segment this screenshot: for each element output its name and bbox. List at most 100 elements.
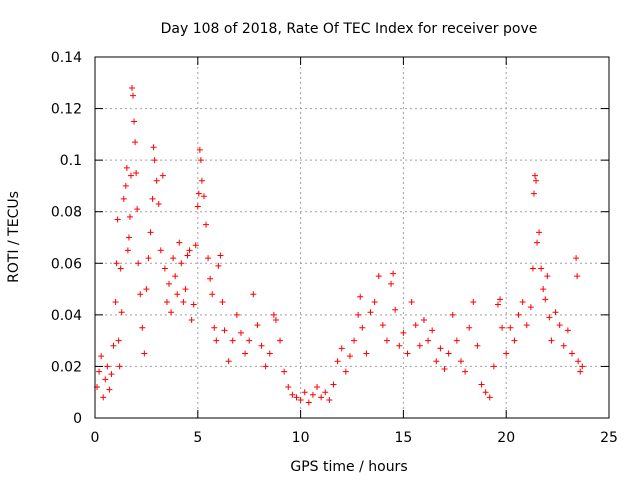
data-point xyxy=(367,309,374,316)
data-point xyxy=(127,172,134,179)
data-point xyxy=(453,337,460,344)
data-point xyxy=(262,363,269,370)
data-point xyxy=(297,396,304,403)
data-point xyxy=(388,280,395,287)
data-point xyxy=(338,345,345,352)
data-point xyxy=(129,84,136,91)
data-point xyxy=(515,311,522,318)
data-point xyxy=(139,324,146,331)
data-point xyxy=(379,322,386,329)
data-point xyxy=(363,350,370,357)
data-point xyxy=(449,311,456,318)
data-point xyxy=(195,190,202,197)
data-point xyxy=(168,309,175,316)
data-point xyxy=(150,144,157,151)
data-point xyxy=(542,296,549,303)
data-point xyxy=(120,195,127,202)
data-point xyxy=(126,213,133,220)
data-point xyxy=(96,368,103,375)
data-point xyxy=(437,345,444,352)
data-point xyxy=(494,301,501,308)
data-point xyxy=(125,234,132,241)
x-tick-label: 20 xyxy=(497,430,515,446)
data-point xyxy=(118,309,125,316)
y-tick-label: 0.1 xyxy=(60,153,82,169)
data-point xyxy=(357,293,364,300)
data-point xyxy=(114,216,121,223)
data-point xyxy=(400,329,407,336)
data-point xyxy=(211,324,218,331)
ticks-layer: 0 5 10 15 20 25 0 0.02 0.04 0.06 0.08 0.1 0.12 0.14 xyxy=(51,50,618,446)
data-point xyxy=(540,286,547,293)
data-point xyxy=(246,337,253,344)
data-point xyxy=(342,368,349,375)
data-point xyxy=(205,255,212,262)
data-point xyxy=(470,298,477,305)
data-point xyxy=(130,92,137,99)
data-point xyxy=(104,363,111,370)
data-point xyxy=(568,350,575,357)
data-point xyxy=(371,298,378,305)
data-point xyxy=(207,275,214,282)
data-point xyxy=(527,304,534,311)
x-tick-label: 5 xyxy=(193,430,202,446)
data-point xyxy=(534,239,541,246)
plot-frame xyxy=(94,56,610,419)
data-point xyxy=(157,247,164,254)
data-point xyxy=(486,394,493,401)
data-point xyxy=(575,358,582,365)
data-point xyxy=(301,389,308,396)
data-point xyxy=(556,322,563,329)
data-point xyxy=(560,342,567,349)
data-point xyxy=(314,384,321,391)
data-point xyxy=(497,296,504,303)
data-point xyxy=(242,350,249,357)
data-point xyxy=(102,376,109,383)
data-point xyxy=(355,311,362,318)
data-point xyxy=(511,337,518,344)
data-point xyxy=(490,363,497,370)
data-point xyxy=(359,324,366,331)
data-point xyxy=(533,177,540,184)
data-point xyxy=(330,381,337,388)
data-point xyxy=(309,391,316,398)
data-point xyxy=(552,309,559,316)
data-point xyxy=(396,342,403,349)
x-tick-label: 0 xyxy=(91,430,100,446)
data-point xyxy=(166,280,173,287)
data-point xyxy=(270,311,277,318)
data-point xyxy=(375,273,382,280)
y-tick-label: 0.12 xyxy=(51,102,82,118)
data-point xyxy=(188,317,195,324)
data-point xyxy=(425,337,432,344)
data-point xyxy=(131,118,138,125)
x-tick-label: 10 xyxy=(292,430,310,446)
data-point xyxy=(159,172,166,179)
data-point xyxy=(116,363,123,370)
y-tick-label: 0.02 xyxy=(51,359,82,375)
data-point xyxy=(408,298,415,305)
x-tick-label: 25 xyxy=(600,430,618,446)
data-point xyxy=(322,389,329,396)
data-point xyxy=(112,298,119,305)
data-point xyxy=(523,322,530,329)
data-point xyxy=(100,394,107,401)
data-point xyxy=(258,342,265,349)
data-point xyxy=(538,265,545,272)
data-point xyxy=(277,337,284,344)
data-point xyxy=(194,203,201,210)
x-axis-label: GPS time / hours xyxy=(290,459,407,475)
data-point xyxy=(536,229,543,236)
data-point xyxy=(548,337,555,344)
data-point xyxy=(474,342,481,349)
data-point xyxy=(293,394,300,401)
y-tick-label: 0.04 xyxy=(51,308,82,324)
data-point xyxy=(318,394,325,401)
data-point xyxy=(190,301,197,308)
points-layer xyxy=(94,84,586,406)
data-point xyxy=(233,311,240,318)
data-point xyxy=(466,324,473,331)
data-point xyxy=(334,358,341,365)
data-point xyxy=(346,353,353,360)
data-point xyxy=(215,262,222,269)
